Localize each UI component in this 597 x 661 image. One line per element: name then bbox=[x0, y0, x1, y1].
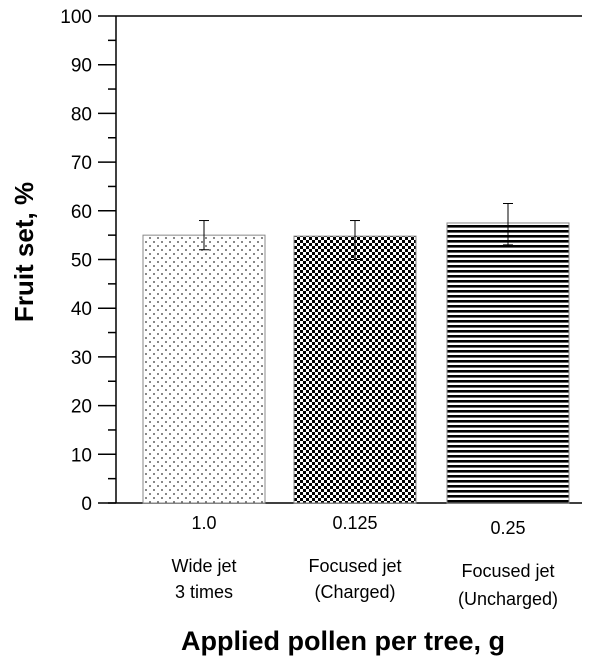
category-group-label-line2: (Uncharged) bbox=[458, 589, 558, 609]
bar bbox=[142, 234, 266, 504]
y-tick-label: 100 bbox=[60, 7, 92, 28]
y-tick-label: 80 bbox=[71, 104, 92, 125]
category-group-label-line1: Focused jet bbox=[461, 561, 554, 581]
y-tick-label: 90 bbox=[71, 56, 92, 77]
y-axis-title: Fruit set, % bbox=[9, 182, 39, 322]
bar bbox=[446, 222, 570, 504]
category-value-label: 0.25 bbox=[490, 518, 525, 538]
category-value-label: 1.0 bbox=[191, 513, 216, 533]
y-tick-label: 0 bbox=[81, 494, 92, 515]
y-tick-label: 60 bbox=[71, 202, 92, 223]
y-tick-label: 40 bbox=[71, 299, 92, 320]
category-group-label-line1: Focused jet bbox=[308, 556, 401, 576]
plot-area: 0 10 20 30 40 50 60 70 80 90 100 1.0 Wide jet 3 times… bbox=[60, 7, 582, 609]
y-tick-label: 70 bbox=[71, 153, 92, 174]
y-tick-label: 20 bbox=[71, 397, 92, 418]
category-group-label-line1: Wide jet bbox=[171, 556, 236, 576]
category-group-label-line2: 3 times bbox=[175, 582, 233, 602]
category-value-label: 0.125 bbox=[332, 513, 377, 533]
y-tick-label: 30 bbox=[71, 348, 92, 369]
y-tick-label: 50 bbox=[71, 251, 92, 272]
category-group-label-line2: (Charged) bbox=[314, 582, 395, 602]
x-axis-title: Applied pollen per tree, g bbox=[181, 626, 505, 656]
y-tick-label: 10 bbox=[71, 445, 92, 466]
bar bbox=[293, 235, 417, 504]
